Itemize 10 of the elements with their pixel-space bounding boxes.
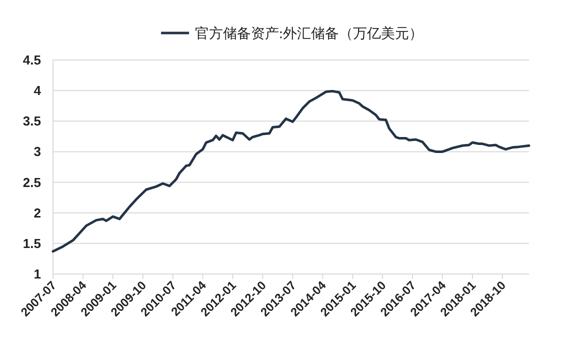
y-tick-label: 4 [34, 83, 42, 98]
y-tick-label: 3 [34, 144, 41, 160]
y-tick-label: 3.5 [22, 114, 41, 129]
y-tick-label: 4.5 [22, 52, 41, 68]
y-tick-label: 1 [34, 266, 41, 282]
y-tick-label: 1.5 [22, 236, 41, 251]
y-tick-label: 2 [34, 205, 41, 220]
y-tick-label: 2.5 [22, 174, 41, 190]
legend-label: 官方储备资产:外汇储备（万亿美元） [195, 26, 423, 42]
line-series [52, 90, 530, 253]
